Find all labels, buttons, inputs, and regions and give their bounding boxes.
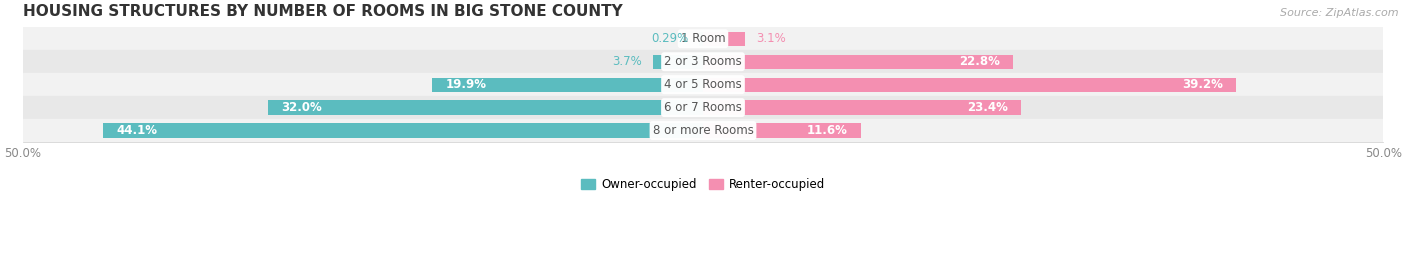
- Text: 3.7%: 3.7%: [612, 55, 641, 68]
- Text: 4 or 5 Rooms: 4 or 5 Rooms: [664, 78, 742, 91]
- Bar: [703, 100, 1021, 115]
- Bar: [267, 100, 703, 115]
- Text: 6 or 7 Rooms: 6 or 7 Rooms: [664, 101, 742, 114]
- Text: 19.9%: 19.9%: [446, 78, 486, 91]
- Bar: [652, 55, 703, 69]
- Bar: [22, 50, 1384, 73]
- Bar: [703, 123, 860, 138]
- Bar: [22, 73, 1384, 96]
- Bar: [22, 27, 1384, 50]
- Bar: [103, 123, 703, 138]
- Bar: [22, 96, 1384, 119]
- Text: HOUSING STRUCTURES BY NUMBER OF ROOMS IN BIG STONE COUNTY: HOUSING STRUCTURES BY NUMBER OF ROOMS IN…: [22, 4, 623, 19]
- Text: 0.29%: 0.29%: [651, 32, 688, 45]
- Text: 32.0%: 32.0%: [281, 101, 322, 114]
- Text: 23.4%: 23.4%: [967, 101, 1008, 114]
- Bar: [703, 32, 745, 46]
- Bar: [703, 55, 1014, 69]
- Text: 39.2%: 39.2%: [1182, 78, 1223, 91]
- Text: 11.6%: 11.6%: [807, 124, 848, 137]
- Bar: [703, 77, 1236, 92]
- Text: 2 or 3 Rooms: 2 or 3 Rooms: [664, 55, 742, 68]
- Text: Source: ZipAtlas.com: Source: ZipAtlas.com: [1281, 8, 1399, 18]
- Text: 1 Room: 1 Room: [681, 32, 725, 45]
- Bar: [22, 119, 1384, 142]
- Legend: Owner-occupied, Renter-occupied: Owner-occupied, Renter-occupied: [576, 173, 830, 196]
- Text: 22.8%: 22.8%: [959, 55, 1000, 68]
- Text: 8 or more Rooms: 8 or more Rooms: [652, 124, 754, 137]
- Bar: [432, 77, 703, 92]
- Text: 3.1%: 3.1%: [756, 32, 786, 45]
- Text: 44.1%: 44.1%: [117, 124, 157, 137]
- Bar: [699, 32, 703, 46]
